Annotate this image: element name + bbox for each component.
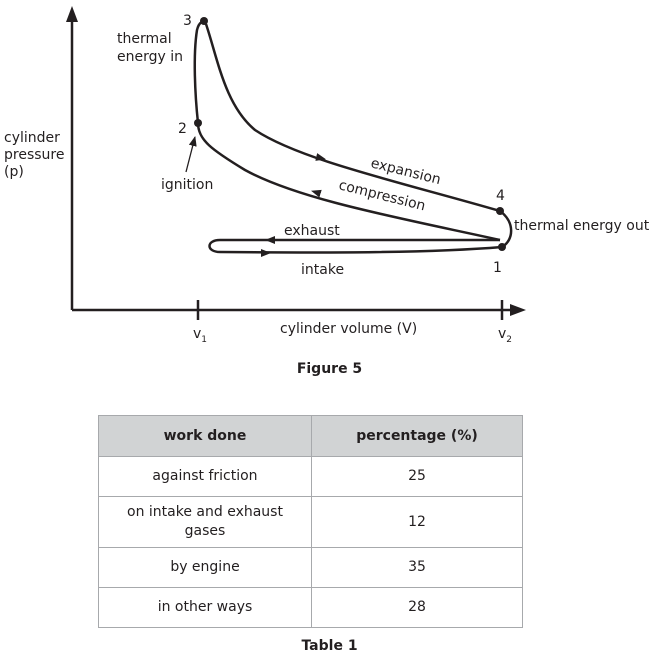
x-axis-arrow bbox=[510, 304, 526, 316]
expansion-curve bbox=[204, 23, 501, 213]
point-label-3: 3 bbox=[183, 13, 192, 29]
point-label-1: 1 bbox=[493, 260, 502, 276]
heat-in-curve bbox=[193, 20, 207, 124]
table-header-row: work done percentage (%) bbox=[98, 415, 523, 457]
tick-label-v2: v2 bbox=[498, 326, 512, 345]
y-axis-label-line-1: cylinder bbox=[4, 130, 60, 146]
table-cell-percentage: 28 bbox=[311, 587, 523, 628]
exhaust-label: exhaust bbox=[284, 223, 340, 239]
compression-label: compression bbox=[337, 177, 427, 214]
figure-caption: Figure 5 bbox=[296, 361, 363, 377]
thermal-out-label: thermal energy out bbox=[514, 218, 650, 234]
table-header-percentage: percentage (%) bbox=[311, 415, 523, 457]
pv-diagram: 1 2 3 4 cylinder pressure (p) thermal en… bbox=[4, 6, 650, 345]
point-label-2: 2 bbox=[178, 121, 187, 137]
expansion-label: expansion bbox=[369, 155, 442, 188]
y-axis-arrow bbox=[66, 6, 78, 22]
y-axis-label-line-3: (p) bbox=[4, 164, 24, 180]
intake-label: intake bbox=[301, 262, 344, 278]
work-done-table: work done percentage (%) against frictio… bbox=[98, 415, 523, 628]
table-caption: Table 1 bbox=[301, 638, 358, 654]
compression-arrow bbox=[311, 189, 322, 198]
tick-label-v1: v1 bbox=[193, 326, 207, 345]
exhaust-curve bbox=[208, 238, 503, 254]
table-row: by engine 35 bbox=[98, 547, 523, 588]
x-axis-label: cylinder volume (V) bbox=[280, 321, 417, 337]
table-cell-work-done: on intake and exhaust gases bbox=[98, 496, 312, 548]
point-4-dot bbox=[496, 207, 504, 215]
table-row: against friction 25 bbox=[98, 456, 523, 497]
compression-curve bbox=[196, 122, 501, 242]
thermal-in-label-line-1: thermal bbox=[117, 31, 172, 47]
point-label-4: 4 bbox=[496, 188, 505, 204]
heat-out-curve bbox=[499, 209, 513, 249]
ignition-pointer bbox=[185, 136, 197, 173]
point-2-dot bbox=[194, 119, 202, 127]
table-cell-work-done: against friction bbox=[98, 456, 312, 497]
table-cell-percentage: 25 bbox=[311, 456, 523, 497]
y-axis-label-line-2: pressure bbox=[4, 147, 64, 163]
table-cell-percentage: 12 bbox=[311, 496, 523, 548]
table-cell-work-done: by engine bbox=[98, 547, 312, 588]
ignition-label: ignition bbox=[161, 177, 213, 193]
table-row: in other ways 28 bbox=[98, 587, 523, 628]
table-cell-work-done: in other ways bbox=[98, 587, 312, 628]
table-cell-percentage: 35 bbox=[311, 547, 523, 588]
table-header-work-done: work done bbox=[98, 415, 312, 457]
point-3-dot bbox=[200, 17, 208, 25]
thermal-in-label-line-2: energy in bbox=[117, 49, 183, 65]
point-1-dot bbox=[498, 243, 506, 251]
table-row: on intake and exhaust gases 12 bbox=[98, 496, 523, 548]
